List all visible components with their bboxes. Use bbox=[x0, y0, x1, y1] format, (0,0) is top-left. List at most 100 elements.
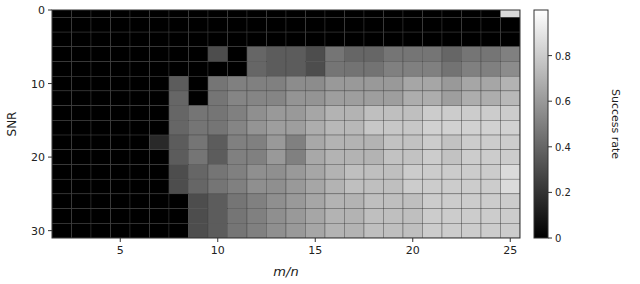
cell bbox=[208, 194, 228, 209]
y-axis-label: SNR bbox=[5, 112, 19, 137]
cell bbox=[286, 47, 306, 62]
cell bbox=[130, 17, 150, 32]
cell bbox=[150, 223, 170, 238]
cell bbox=[72, 135, 92, 150]
x-tick-label: 5 bbox=[117, 244, 124, 257]
cell bbox=[403, 194, 423, 209]
cell bbox=[91, 164, 111, 179]
cell bbox=[384, 209, 404, 224]
cell bbox=[345, 47, 365, 62]
cell bbox=[403, 106, 423, 121]
cell bbox=[91, 17, 111, 32]
cell bbox=[462, 209, 482, 224]
cell bbox=[325, 135, 345, 150]
cell bbox=[130, 194, 150, 209]
cell bbox=[267, 106, 287, 121]
cell bbox=[384, 223, 404, 238]
cell bbox=[442, 194, 462, 209]
cell bbox=[189, 194, 209, 209]
cell bbox=[247, 164, 267, 179]
cell bbox=[501, 106, 521, 121]
cell bbox=[130, 76, 150, 91]
cell bbox=[481, 164, 501, 179]
cell bbox=[481, 10, 501, 17]
x-tick bbox=[315, 238, 316, 242]
cell bbox=[150, 32, 170, 47]
cell bbox=[169, 32, 189, 47]
cell bbox=[267, 194, 287, 209]
cell bbox=[403, 47, 423, 62]
cell bbox=[423, 91, 443, 106]
cell bbox=[247, 209, 267, 224]
cell bbox=[345, 17, 365, 32]
cell bbox=[481, 120, 501, 135]
cell bbox=[286, 179, 306, 194]
cell bbox=[111, 47, 131, 62]
cell bbox=[267, 32, 287, 47]
cell bbox=[501, 10, 521, 17]
cell bbox=[150, 76, 170, 91]
cell bbox=[325, 17, 345, 32]
cell bbox=[501, 47, 521, 62]
cell bbox=[130, 32, 150, 47]
cell bbox=[52, 194, 72, 209]
cell bbox=[364, 32, 384, 47]
cell bbox=[286, 106, 306, 121]
cell bbox=[72, 120, 92, 135]
cell bbox=[228, 209, 248, 224]
cell bbox=[150, 194, 170, 209]
cell bbox=[130, 223, 150, 238]
cell bbox=[364, 209, 384, 224]
cell bbox=[228, 32, 248, 47]
cell bbox=[442, 106, 462, 121]
cell bbox=[403, 17, 423, 32]
cell bbox=[384, 47, 404, 62]
cell bbox=[150, 10, 170, 17]
cell bbox=[501, 150, 521, 165]
cell bbox=[403, 179, 423, 194]
cell bbox=[345, 209, 365, 224]
cell bbox=[423, 135, 443, 150]
cell bbox=[247, 91, 267, 106]
cell bbox=[267, 179, 287, 194]
cell bbox=[286, 223, 306, 238]
cell bbox=[442, 76, 462, 91]
cell bbox=[169, 164, 189, 179]
cell bbox=[286, 194, 306, 209]
x-tick bbox=[217, 238, 218, 242]
y-tick bbox=[48, 230, 52, 231]
cell bbox=[169, 209, 189, 224]
cell bbox=[228, 47, 248, 62]
cell bbox=[423, 209, 443, 224]
cell bbox=[325, 91, 345, 106]
y-tick bbox=[48, 83, 52, 84]
cell bbox=[247, 61, 267, 76]
cell bbox=[462, 150, 482, 165]
cell bbox=[286, 61, 306, 76]
x-tick-label: 15 bbox=[308, 244, 322, 257]
cell bbox=[423, 106, 443, 121]
cell bbox=[286, 10, 306, 17]
cell bbox=[189, 150, 209, 165]
cell bbox=[169, 17, 189, 32]
cell bbox=[325, 179, 345, 194]
cell bbox=[208, 76, 228, 91]
cell bbox=[91, 120, 111, 135]
cell bbox=[72, 61, 92, 76]
cell bbox=[462, 179, 482, 194]
cell bbox=[442, 164, 462, 179]
cell bbox=[91, 32, 111, 47]
cell bbox=[208, 164, 228, 179]
cell bbox=[364, 17, 384, 32]
cell bbox=[72, 47, 92, 62]
cell bbox=[364, 135, 384, 150]
cell bbox=[423, 223, 443, 238]
cell bbox=[247, 223, 267, 238]
cell bbox=[247, 194, 267, 209]
cell bbox=[150, 120, 170, 135]
cell bbox=[52, 209, 72, 224]
cell bbox=[306, 135, 326, 150]
x-tick-label: 20 bbox=[406, 244, 420, 257]
cell bbox=[130, 106, 150, 121]
cell bbox=[481, 150, 501, 165]
